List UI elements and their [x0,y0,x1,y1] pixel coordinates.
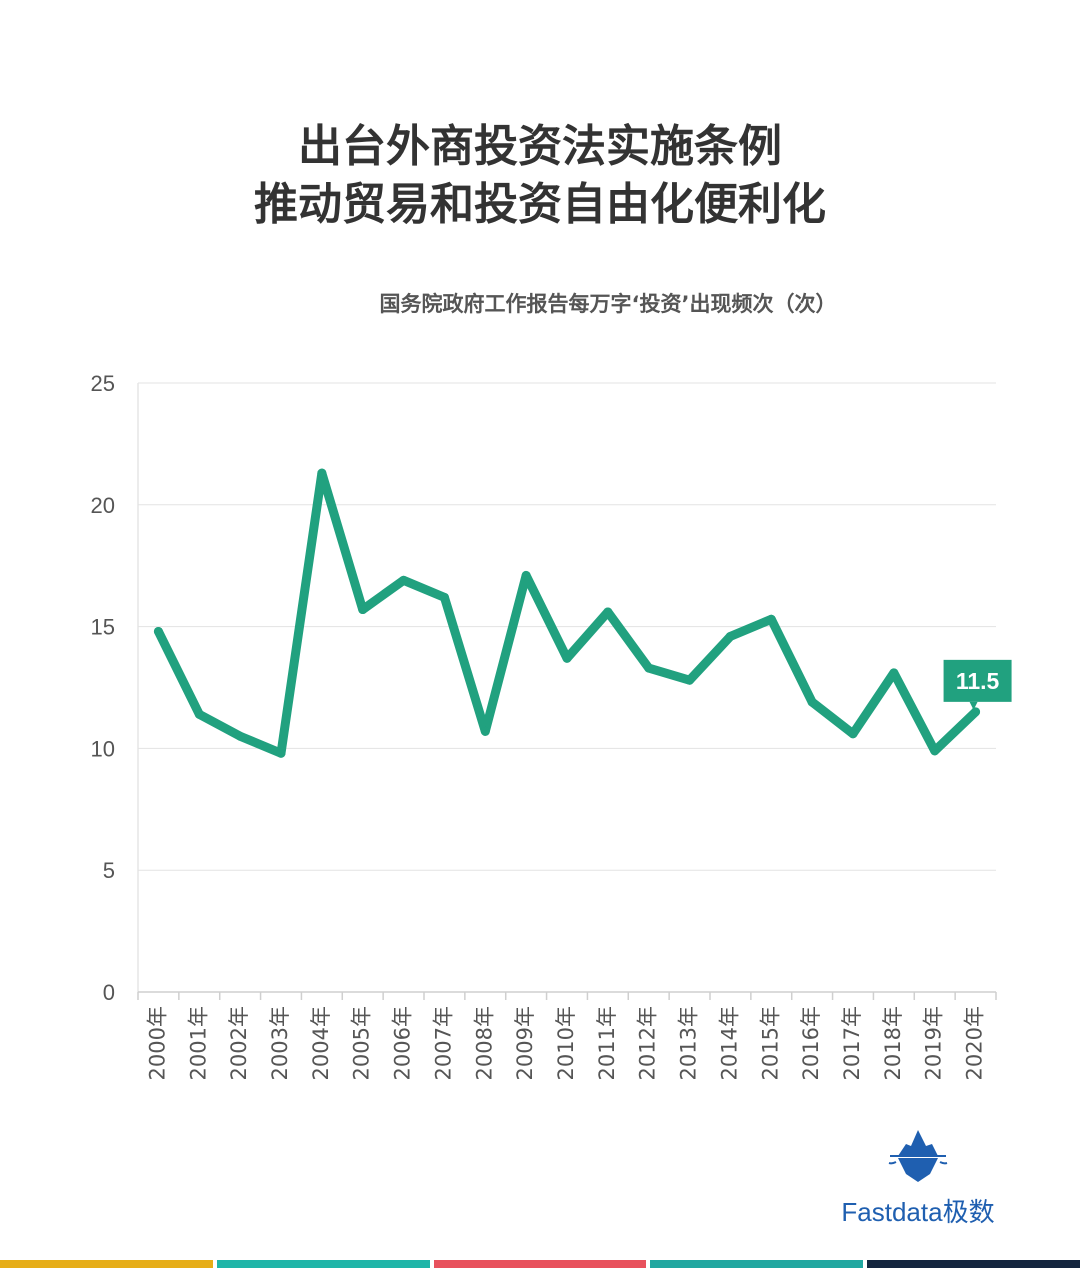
y-axis-ticks: 0 5 10 15 20 25 [91,371,115,1005]
footer-segment [0,1260,213,1268]
y-tick-label: 0 [103,980,115,1005]
series-line [153,468,981,758]
x-tick-label: 2004年 [309,1006,333,1080]
data-point [194,709,204,719]
y-tick-label: 10 [91,736,115,761]
data-point [930,746,940,756]
x-tick-label: 2005年 [350,1006,374,1080]
x-tick-label: 2019年 [922,1006,946,1080]
data-point [603,607,613,617]
x-tick-label: 2010年 [554,1006,578,1080]
value-label: 11.5 [956,668,1000,694]
x-tick-label: 2012年 [636,1006,660,1080]
data-point [153,626,163,636]
x-tick-label: 2001年 [186,1006,210,1080]
x-tick-label: 2011年 [595,1006,619,1080]
x-tick-label: 2020年 [963,1006,987,1080]
data-point [358,605,368,615]
data-point [521,570,531,580]
grid-layer [137,382,997,1000]
data-point [399,575,409,585]
x-tick-label: 2003年 [268,1006,292,1080]
y-tick-label: 5 [103,858,115,883]
footer-segment [867,1260,1080,1268]
x-tick-label: 2009年 [513,1006,537,1080]
value-label-box [943,659,1012,702]
value-label-pointer [969,701,978,710]
x-tick-label: 2008年 [472,1006,496,1080]
data-point [317,468,327,478]
x-tick-label: 2016年 [799,1006,823,1080]
value-annotation: 11.5 [943,659,1012,710]
data-point [439,592,449,602]
x-tick-label: 2014年 [717,1006,741,1080]
x-tick-label: 2007年 [431,1006,455,1080]
chart-title: 出台外商投资法实施条例 推动贸易和投资自由化便利化 [0,118,1080,234]
data-point [276,748,286,758]
data-point [562,653,572,663]
data-point [971,707,981,717]
brand-name: Fastdata极数 [841,1197,995,1227]
footer-color-bar [0,1260,1080,1268]
y-tick-label: 20 [91,493,115,518]
chart-subtitle: 国务院政府工作报告每万字‘投资’出现频次（次） [379,292,837,316]
x-tick-label: 2018年 [881,1006,905,1080]
x-tick-label: 2002年 [227,1006,251,1080]
footer-segment [650,1260,864,1268]
x-tick-label: 2006年 [391,1006,415,1080]
x-tick-label: 2015年 [758,1006,782,1080]
x-tick-label: 2017年 [840,1006,864,1080]
title-line-2: 推动贸易和投资自由化便利化 [254,179,826,230]
data-point [725,631,735,641]
iceberg-logo-icon [888,1130,948,1182]
data-point [807,697,817,707]
data-point [848,729,858,739]
data-point [889,668,899,678]
x-tick-label: 2000年 [145,1006,169,1080]
y-tick-label: 25 [91,371,115,396]
y-tick-label: 15 [91,615,115,640]
data-point [644,663,654,673]
footer-segment [433,1260,647,1268]
data-points [153,468,981,758]
data-point [766,614,776,624]
x-axis-ticks: 2000年 2001年 2002年 2003年 2004年 2005年 2006年 2007年… [145,1006,986,1080]
data-point [480,726,490,736]
brand-logo: Fastdata极数 [838,1128,998,1229]
data-point [685,675,695,685]
x-tick-label: 2013年 [677,1006,701,1080]
data-point [235,731,245,741]
footer-segment [216,1260,430,1268]
line-chart: 0 5 10 15 20 25 2000年 2001年 2002年 2003年 2004年 2005… [91,371,1012,1080]
title-line-1: 出台外商投资法实施条例 [298,121,782,172]
